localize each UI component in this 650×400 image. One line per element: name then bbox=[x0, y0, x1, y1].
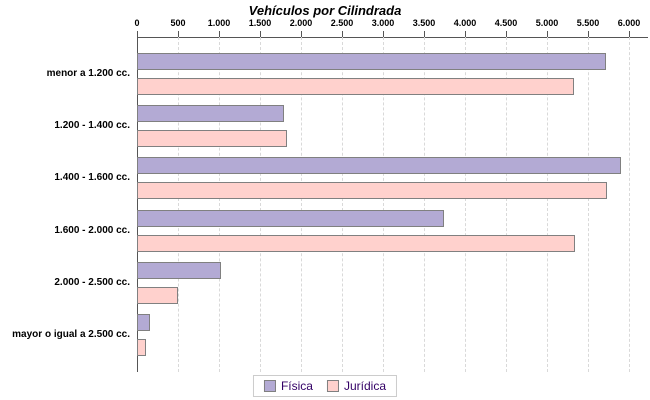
x-tick bbox=[260, 31, 261, 37]
juridica-legend-label: Jurídica bbox=[343, 379, 387, 393]
bar-juridica-4 bbox=[137, 287, 178, 304]
category-label: 1.400 - 1.600 cc. bbox=[54, 172, 130, 183]
x-tick-label: 2.500 bbox=[330, 18, 354, 28]
gridline bbox=[588, 37, 589, 372]
gridline bbox=[383, 37, 384, 372]
legend-item-fisica: Física bbox=[263, 379, 313, 393]
gridline bbox=[629, 37, 630, 372]
gridline bbox=[342, 37, 343, 372]
gridline bbox=[424, 37, 425, 372]
category-label: 1.600 - 2.000 cc. bbox=[54, 225, 130, 236]
x-tick bbox=[342, 31, 343, 37]
bar-fisica-3 bbox=[137, 210, 445, 227]
gridline bbox=[219, 37, 220, 372]
gridline bbox=[547, 37, 548, 372]
x-tick bbox=[383, 31, 384, 37]
legend-item-juridica: Jurídica bbox=[326, 379, 387, 393]
gridline bbox=[301, 37, 302, 372]
x-tick-label: 500 bbox=[170, 18, 186, 28]
gridline bbox=[260, 37, 261, 372]
category-label: 1.200 - 1.400 cc. bbox=[54, 120, 130, 131]
x-tick-label: 3.500 bbox=[412, 18, 436, 28]
x-tick-label: 2.000 bbox=[289, 18, 313, 28]
x-tick-label: 5.000 bbox=[535, 18, 559, 28]
bar-juridica-5 bbox=[137, 339, 146, 356]
x-tick bbox=[137, 31, 138, 37]
x-tick bbox=[506, 31, 507, 37]
gridline bbox=[506, 37, 507, 372]
x-tick bbox=[424, 31, 425, 37]
x-tick-label: 0 bbox=[134, 18, 140, 28]
bar-juridica-2 bbox=[137, 182, 608, 199]
x-tick-label: 5.500 bbox=[576, 18, 600, 28]
gridline bbox=[178, 37, 179, 372]
x-tick bbox=[629, 31, 630, 37]
legend: Física Jurídica bbox=[252, 375, 398, 397]
category-label: 2.000 - 2.500 cc. bbox=[54, 277, 130, 288]
x-tick bbox=[588, 31, 589, 37]
x-tick-label: 4.000 bbox=[453, 18, 477, 28]
bar-fisica-2 bbox=[137, 157, 622, 174]
bar-juridica-1 bbox=[137, 130, 287, 147]
juridica-swatch-icon bbox=[326, 380, 339, 392]
x-axis-line bbox=[137, 37, 648, 38]
bar-fisica-4 bbox=[137, 262, 221, 279]
bar-fisica-0 bbox=[137, 53, 607, 70]
bar-fisica-5 bbox=[137, 314, 150, 331]
x-tick bbox=[465, 31, 466, 37]
x-tick bbox=[219, 31, 220, 37]
bar-juridica-0 bbox=[137, 78, 574, 95]
x-tick-label: 1.000 bbox=[207, 18, 231, 28]
x-tick-label: 1.500 bbox=[248, 18, 272, 28]
x-tick bbox=[301, 31, 302, 37]
category-label: mayor o igual a 2.500 cc. bbox=[12, 329, 130, 340]
bar-juridica-3 bbox=[137, 235, 576, 252]
x-tick-label: 4.500 bbox=[494, 18, 518, 28]
category-label: menor a 1.200 cc. bbox=[46, 68, 130, 79]
x-tick bbox=[547, 31, 548, 37]
bar-fisica-1 bbox=[137, 105, 285, 122]
chart-title: Vehículos por Cilindrada bbox=[248, 3, 402, 18]
fisica-swatch-icon bbox=[263, 380, 276, 392]
x-tick bbox=[178, 31, 179, 37]
gridline bbox=[465, 37, 466, 372]
fisica-legend-label: Física bbox=[280, 379, 313, 393]
x-tick-label: 6.000 bbox=[617, 18, 641, 28]
y-axis-line bbox=[137, 37, 138, 372]
x-tick-label: 3.000 bbox=[371, 18, 395, 28]
